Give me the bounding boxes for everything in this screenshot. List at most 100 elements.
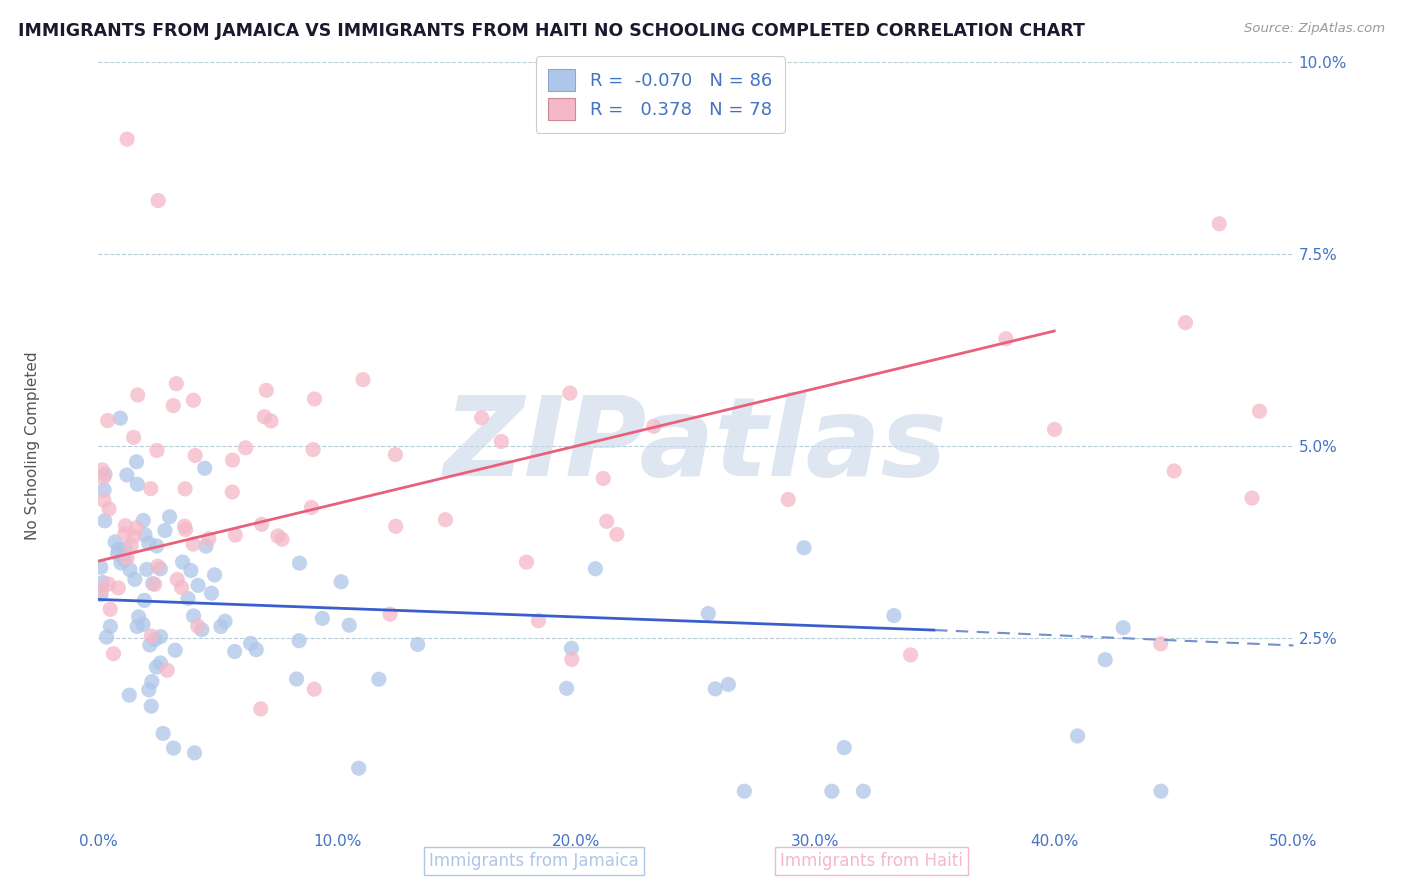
Point [173, 519, 195, 533]
Point [560, 641, 582, 656]
Point [114, 526, 136, 541]
Point [149, 656, 172, 670]
Point [93, 470, 115, 484]
Point [145, 539, 167, 553]
Point [330, 574, 353, 589]
Point [821, 784, 844, 798]
Point [166, 573, 188, 587]
Point [146, 559, 169, 574]
Point [209, 619, 232, 633]
Point [733, 784, 755, 798]
Point [239, 636, 262, 650]
Point [124, 572, 146, 586]
Point [1112, 621, 1135, 635]
Point [152, 726, 174, 740]
Point [94, 467, 117, 482]
Point [406, 637, 429, 651]
Point [221, 453, 243, 467]
Point [194, 461, 217, 475]
Point [125, 521, 148, 535]
Point [793, 541, 815, 555]
Point [852, 784, 875, 798]
Point [253, 409, 276, 424]
Point [107, 547, 129, 561]
Point [187, 619, 209, 633]
Point [141, 699, 163, 714]
Point [288, 556, 311, 570]
Text: Source: ZipAtlas.com: Source: ZipAtlas.com [1244, 22, 1385, 36]
Point [115, 132, 138, 146]
Point [103, 647, 125, 661]
Point [104, 535, 127, 549]
Text: Immigrants from Jamaica: Immigrants from Jamaica [429, 852, 640, 870]
Point [384, 519, 406, 533]
Point [97, 414, 120, 428]
Point [304, 392, 326, 406]
Point [98, 502, 121, 516]
Point [91, 575, 114, 590]
Point [1043, 422, 1066, 436]
Point [515, 555, 537, 569]
Point [143, 632, 166, 647]
Point [141, 629, 163, 643]
Point [224, 644, 246, 658]
Point [235, 441, 257, 455]
Point [181, 537, 204, 551]
Point [122, 430, 145, 444]
Point [149, 630, 172, 644]
Point [378, 607, 401, 622]
Point [1066, 729, 1088, 743]
Point [170, 581, 193, 595]
Point [165, 643, 187, 657]
Point [100, 619, 122, 633]
Point [198, 532, 221, 546]
Point [115, 551, 138, 566]
Point [184, 449, 207, 463]
Point [174, 523, 197, 537]
Point [114, 553, 136, 567]
Point [200, 586, 222, 600]
Point [285, 672, 308, 686]
Point [118, 563, 141, 577]
Point [606, 527, 628, 541]
Point [302, 682, 325, 697]
Text: Immigrants from Haiti: Immigrants from Haiti [780, 852, 963, 870]
Point [138, 536, 160, 550]
Point [1174, 316, 1197, 330]
Point [191, 623, 214, 637]
Point [1249, 404, 1271, 418]
Point [127, 477, 149, 491]
Point [128, 610, 150, 624]
Legend: R =  -0.070   N = 86, R =   0.378   N = 78: R = -0.070 N = 86, R = 0.378 N = 78 [536, 56, 785, 133]
Point [832, 740, 855, 755]
Point [555, 681, 578, 696]
Point [271, 533, 294, 547]
Point [146, 443, 169, 458]
Point [596, 514, 619, 528]
Point [134, 527, 156, 541]
Point [311, 611, 333, 625]
Point [162, 399, 184, 413]
Point [471, 410, 494, 425]
Point [1150, 637, 1173, 651]
Point [180, 564, 202, 578]
Point [183, 393, 205, 408]
Point [250, 517, 273, 532]
Point [384, 448, 406, 462]
Point [110, 411, 132, 425]
Point [156, 663, 179, 677]
Text: ZIPatlas: ZIPatlas [444, 392, 948, 500]
Point [1208, 217, 1230, 231]
Point [697, 607, 720, 621]
Point [125, 455, 148, 469]
Point [138, 682, 160, 697]
Point [347, 761, 370, 775]
Point [139, 638, 162, 652]
Point [994, 332, 1017, 346]
Point [224, 528, 246, 542]
Point [245, 642, 267, 657]
Point [527, 614, 550, 628]
Point [302, 442, 325, 457]
Point [337, 618, 360, 632]
Point [165, 376, 187, 391]
